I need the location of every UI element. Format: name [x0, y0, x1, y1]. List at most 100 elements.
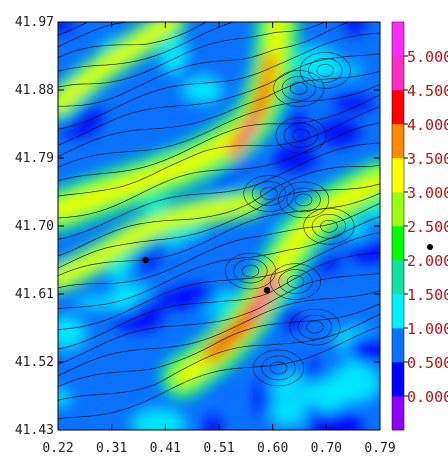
- y-tick-label: 41.43: [15, 423, 54, 438]
- site-marker: [263, 287, 271, 294]
- streamline: [58, 165, 380, 257]
- streamline-eddy: [253, 349, 305, 387]
- streamline-eddy: [306, 320, 324, 334]
- y-axis-ticks: 41.97 41.88 41.79 41.70 41.61 41.52 41.43: [15, 15, 380, 438]
- colorbar-label: 3.500: [407, 150, 448, 168]
- field-blob: [112, 306, 164, 332]
- site-marker: [142, 256, 149, 264]
- streamline-eddy: [294, 193, 313, 207]
- streamline-eddy: [275, 117, 327, 154]
- colorbar-label: 5.000: [407, 48, 448, 66]
- x-tick-label: 0.60: [257, 441, 288, 456]
- field-blob: [288, 45, 342, 84]
- streamline-eddy: [243, 175, 295, 212]
- y-tick-label: 41.79: [15, 151, 54, 166]
- colorbar-swatch: [392, 226, 404, 261]
- colorbar: 0.000 0.500 1.000 1.500 2.000 2.500 3.000 3.500…: [391, 21, 448, 431]
- x-tick-label: 0.79: [364, 441, 395, 456]
- field-blob: [130, 407, 187, 430]
- y-tick-label: 41.70: [15, 219, 54, 234]
- field-blob: [58, 22, 76, 32]
- streamline-eddy: [311, 213, 347, 239]
- streamline: [58, 22, 208, 58]
- streamline-eddy: [316, 64, 334, 77]
- colorbar-label: 2.500: [407, 218, 448, 236]
- field-blob: [348, 242, 380, 263]
- streamline: [58, 142, 380, 240]
- colorbar-swatch: [392, 124, 404, 159]
- colorbar-label: 4.500: [407, 82, 448, 100]
- colorbar-label: 3.000: [407, 184, 448, 202]
- marker-layer: [142, 256, 271, 294]
- streamline: [58, 290, 380, 377]
- x-tick-label: 0.41: [150, 441, 181, 456]
- streamline-eddy: [241, 264, 260, 278]
- colorbar-swatch: [392, 294, 404, 329]
- streamline-eddy: [290, 82, 308, 95]
- streamline: [58, 53, 380, 146]
- streamline-eddy: [278, 269, 313, 294]
- offscreen-dot-marker: [427, 244, 433, 250]
- streamline: [58, 216, 380, 310]
- field-blob: [58, 315, 87, 351]
- field-blob: [296, 378, 350, 413]
- field-blobs: [58, 22, 380, 430]
- x-tick-label: 0.22: [42, 441, 73, 456]
- y-tick-label: 41.88: [15, 83, 54, 98]
- streamline-eddy: [297, 314, 333, 340]
- streamline: [58, 325, 380, 419]
- streamline: [58, 70, 380, 157]
- streamline: [58, 32, 380, 130]
- streamline: [58, 94, 380, 182]
- field-blob: [345, 220, 367, 239]
- field-blob: [308, 408, 363, 430]
- streamline-eddy: [233, 258, 268, 284]
- streamline: [58, 303, 380, 387]
- x-tick-label: 0.31: [96, 441, 127, 456]
- colorbar-label: 0.000: [407, 388, 448, 406]
- streamline-eddy: [281, 76, 316, 101]
- colorbar-swatch: [392, 260, 404, 295]
- field-blob: [110, 284, 136, 311]
- colorbar-swatch: [392, 22, 404, 57]
- colorbar-swatch: [392, 192, 404, 227]
- field-blob: [343, 22, 366, 35]
- streamline: [58, 202, 380, 289]
- streamline-eddy: [251, 181, 287, 206]
- field-blob: [269, 396, 308, 428]
- streamline-eddy: [286, 187, 321, 213]
- heatmap-field: [58, 22, 380, 430]
- streamline-eddy: [308, 58, 343, 83]
- colorbar-label: 1.000: [407, 320, 448, 338]
- streamline: [58, 83, 380, 168]
- streamline: [58, 273, 380, 365]
- streamline: [58, 106, 380, 197]
- x-tick-label: 0.70: [311, 441, 342, 456]
- field-blob: [332, 95, 375, 112]
- colorbar-swatch: [392, 90, 404, 125]
- streamline-eddy: [303, 207, 355, 245]
- field-blob: [272, 145, 318, 172]
- streamline-eddy: [283, 123, 319, 148]
- field-hotspot: [252, 275, 282, 321]
- streamline-eddy: [269, 263, 321, 300]
- streamline: [58, 232, 380, 330]
- colorbar-swatch: [392, 158, 404, 193]
- colorbar-label: 0.500: [407, 354, 448, 372]
- field-blob: [180, 75, 224, 105]
- streamline: [58, 122, 380, 219]
- streamline: [58, 22, 350, 107]
- y-tick-label: 41.61: [15, 287, 54, 302]
- streamline-eddy: [289, 308, 341, 346]
- colorbar-label: 4.000: [407, 116, 448, 134]
- streamline-eddy: [261, 355, 296, 381]
- x-axis-ticks: 0.22 0.31 0.41 0.51 0.60 0.70 0.79: [42, 22, 396, 456]
- streamline-eddy: [273, 70, 325, 107]
- streamline-eddy: [292, 129, 310, 142]
- streamline-eddy: [260, 187, 278, 200]
- colorbar-swatch: [392, 328, 404, 363]
- field-hotspot: [241, 117, 259, 146]
- streamline: [58, 252, 380, 350]
- field-band: [58, 199, 255, 284]
